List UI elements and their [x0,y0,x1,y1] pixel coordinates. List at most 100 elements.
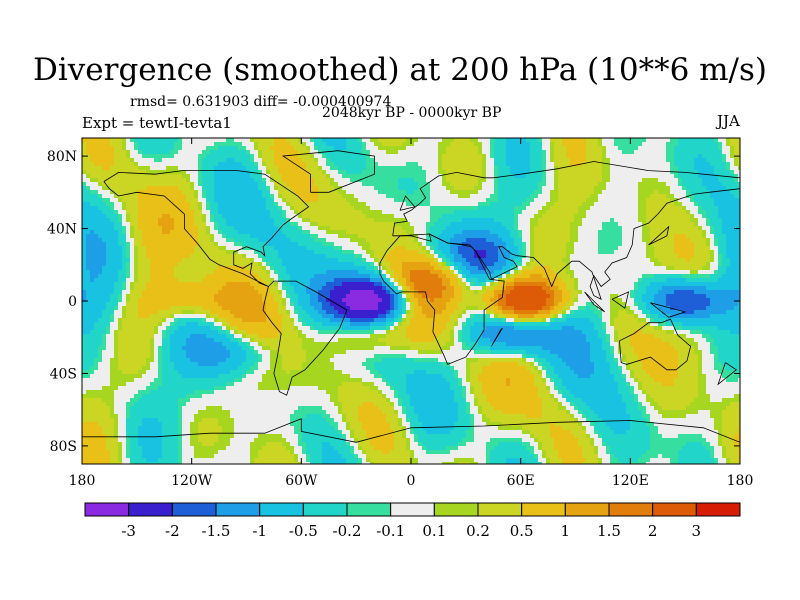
field-cell [258,226,263,231]
field-cell [242,346,247,351]
field-cell [302,418,307,423]
field-cell [194,358,199,363]
field-cell [286,438,291,443]
field-cell [130,162,135,167]
field-cell [214,414,219,419]
field-cell [214,374,219,379]
field-cell [194,166,199,171]
field-cell [142,254,147,259]
field-cell [146,302,151,307]
field-cell [82,418,87,423]
field-cell [166,282,171,287]
field-cell [306,166,311,171]
field-cell [218,306,223,311]
field-cell [162,354,167,359]
field-cell [302,298,307,303]
field-cell [226,210,231,215]
field-cell [170,218,175,223]
field-cell [322,430,327,435]
field-cell [322,166,327,171]
field-cell [322,218,327,223]
field-cell [90,370,95,375]
field-cell [118,382,123,387]
field-cell [154,302,159,307]
field-cell [110,230,115,235]
field-cell [318,398,323,403]
field-cell [234,270,239,275]
field-cell [126,214,131,219]
field-cell [266,234,271,239]
field-cell [122,174,127,179]
field-cell [266,226,271,231]
field-cell [274,346,279,351]
field-cell [170,294,175,299]
field-cell [302,178,307,183]
field-cell [86,438,91,443]
field-cell [154,162,159,167]
field-cell [290,250,295,255]
field-cell [82,462,87,464]
field-cell [194,306,199,311]
field-cell [302,326,307,331]
field-cell [318,434,323,439]
field-cell [130,354,135,359]
field-cell [230,142,235,147]
field-cell [154,194,159,199]
field-cell [298,202,303,207]
field-cell [134,350,139,355]
field-cell [282,226,287,231]
field-cell [250,226,255,231]
field-cell [150,186,155,191]
field-cell [174,414,179,419]
field-cell [186,378,191,383]
field-cell [150,390,155,395]
field-cell [102,318,107,323]
field-cell [150,258,155,263]
field-cell [114,242,119,247]
field-cell [274,194,279,199]
field-cell [174,162,179,167]
field-cell [150,230,155,235]
field-cell [186,186,191,191]
field-cell [306,258,311,263]
field-cell [306,274,311,279]
field-cell [194,142,199,147]
field-cell [298,158,303,163]
field-cell [126,254,131,259]
field-cell [298,278,303,283]
field-cell [278,442,283,447]
field-cell [322,410,327,415]
field-cell [150,198,155,203]
field-cell [194,270,199,275]
field-cell [158,378,163,383]
field-cell [90,238,95,243]
field-cell [242,254,247,259]
field-cell [262,218,267,223]
field-cell [258,290,263,295]
field-cell [110,154,115,159]
field-cell [254,382,259,387]
field-cell [166,210,171,215]
field-cell [242,358,247,363]
field-cell [258,190,263,195]
field-cell [274,438,279,443]
field-cell [98,182,103,187]
field-cell [146,178,151,183]
field-cell [186,158,191,163]
field-cell [282,266,287,271]
field-cell [242,374,247,379]
field-cell [182,326,187,331]
field-cell [254,322,259,327]
field-cell [286,226,291,231]
field-cell [94,354,99,359]
field-cell [298,382,303,387]
field-cell [286,230,291,235]
field-cell [218,406,223,411]
field-cell [158,402,163,407]
field-cell [122,262,127,267]
field-cell [118,218,123,223]
field-cell [214,350,219,355]
field-cell [318,162,323,167]
field-cell [122,178,127,183]
field-cell [274,178,279,183]
